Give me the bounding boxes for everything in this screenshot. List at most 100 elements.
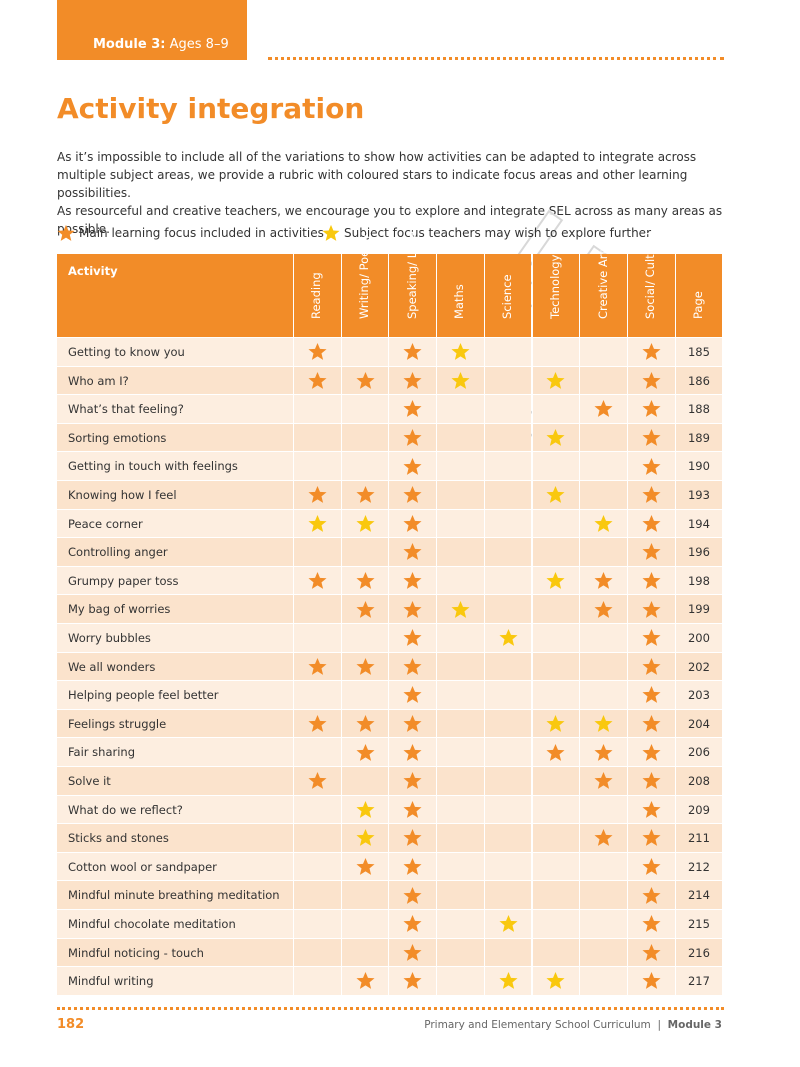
star	[642, 915, 661, 933]
star-cell	[626, 909, 675, 938]
header-cell: Technology	[531, 254, 580, 337]
page-cell: 203	[674, 680, 723, 709]
legend-item: Main learning focus included in activiti…	[57, 224, 324, 242]
page-cell: 196	[674, 537, 723, 566]
star-cell	[531, 594, 580, 623]
star-cell	[483, 966, 532, 995]
star-cell	[436, 565, 484, 595]
star	[642, 972, 661, 990]
star-cell	[626, 365, 675, 395]
star-cell	[436, 394, 484, 423]
star-cell	[340, 737, 389, 766]
star-cell	[340, 823, 389, 852]
star	[642, 543, 661, 561]
star	[356, 858, 375, 875]
star	[403, 629, 422, 647]
star	[403, 371, 422, 389]
star-cell	[436, 537, 484, 566]
star-cell	[531, 823, 580, 852]
star	[403, 743, 422, 761]
header-cell: Maths	[436, 254, 484, 337]
star-cell	[293, 966, 341, 995]
star	[546, 429, 565, 446]
intro-text: As it’s impossible to include all of the…	[57, 150, 697, 200]
activity-cell: Getting in touch with feelings	[57, 451, 293, 480]
star	[403, 858, 422, 875]
star-cell	[626, 422, 675, 452]
page-cell: 190	[674, 451, 723, 480]
activity-cell: Fair sharing	[57, 737, 293, 766]
star	[499, 972, 518, 990]
star	[594, 572, 613, 589]
star-cell	[579, 537, 627, 566]
star-cell	[626, 680, 675, 709]
activity-cell: Who am I?	[57, 365, 293, 395]
star	[308, 371, 327, 389]
star-cell	[293, 937, 341, 967]
star-cell	[340, 966, 389, 995]
star	[356, 486, 375, 504]
star-cell	[579, 823, 627, 852]
star	[642, 800, 661, 818]
star-cell	[579, 337, 627, 366]
star-cell	[293, 823, 341, 852]
star	[642, 829, 661, 847]
star-cell	[626, 966, 675, 995]
header-cell: Creative Arts	[579, 244, 627, 337]
star-cell	[531, 508, 580, 538]
star-cell	[436, 337, 484, 366]
star	[403, 686, 422, 704]
star-cell	[293, 537, 341, 566]
module: Module 3:	[93, 37, 166, 52]
activity-cell: Grumpy paper toss	[57, 565, 293, 595]
activity-cell: Knowing how I feel	[57, 480, 293, 509]
activity-cell: Feelings struggle	[57, 708, 293, 738]
star-cell	[579, 794, 627, 824]
activity-cell: We all wonders	[57, 651, 293, 681]
star	[403, 829, 422, 847]
star-cell	[579, 680, 627, 709]
page-cell: 212	[674, 851, 723, 881]
activity-cell: Controlling anger	[57, 537, 293, 566]
star-cell	[388, 422, 437, 452]
star	[546, 715, 565, 732]
column-header: Writing/ Poetry	[357, 233, 372, 319]
star-cell	[436, 623, 484, 652]
star-cell	[626, 880, 675, 909]
star-cell	[340, 766, 389, 795]
column-header: Speaking/ Listening	[404, 206, 419, 319]
star-cell	[483, 480, 532, 509]
activity-cell: Helping people feel better	[57, 680, 293, 709]
star-cell	[531, 623, 580, 652]
star-cell	[293, 909, 341, 938]
star-cell	[579, 651, 627, 681]
page-cell: 188	[674, 394, 723, 423]
star	[642, 486, 661, 504]
star	[403, 800, 422, 818]
star-cell	[483, 565, 532, 595]
star	[403, 457, 422, 475]
star-cell	[531, 909, 580, 938]
star-cell	[388, 480, 437, 509]
star-cell	[388, 337, 437, 366]
star	[356, 800, 375, 818]
star-cell	[626, 337, 675, 366]
star	[403, 715, 422, 732]
header-cell: Writing/ Poetry	[340, 234, 389, 337]
star-cell	[293, 422, 341, 452]
star	[403, 429, 422, 446]
star-cell	[531, 365, 580, 395]
star-cell	[483, 451, 532, 480]
star-cell	[579, 451, 627, 480]
star	[57, 224, 75, 241]
star	[356, 572, 375, 589]
star-cell	[436, 708, 484, 738]
page-cell: 215	[674, 909, 723, 938]
star-cell	[293, 794, 341, 824]
star	[403, 400, 422, 418]
star-cell	[531, 966, 580, 995]
star-cell	[579, 966, 627, 995]
star-cell	[579, 508, 627, 538]
star-cell	[340, 565, 389, 595]
star-cell	[483, 422, 532, 452]
